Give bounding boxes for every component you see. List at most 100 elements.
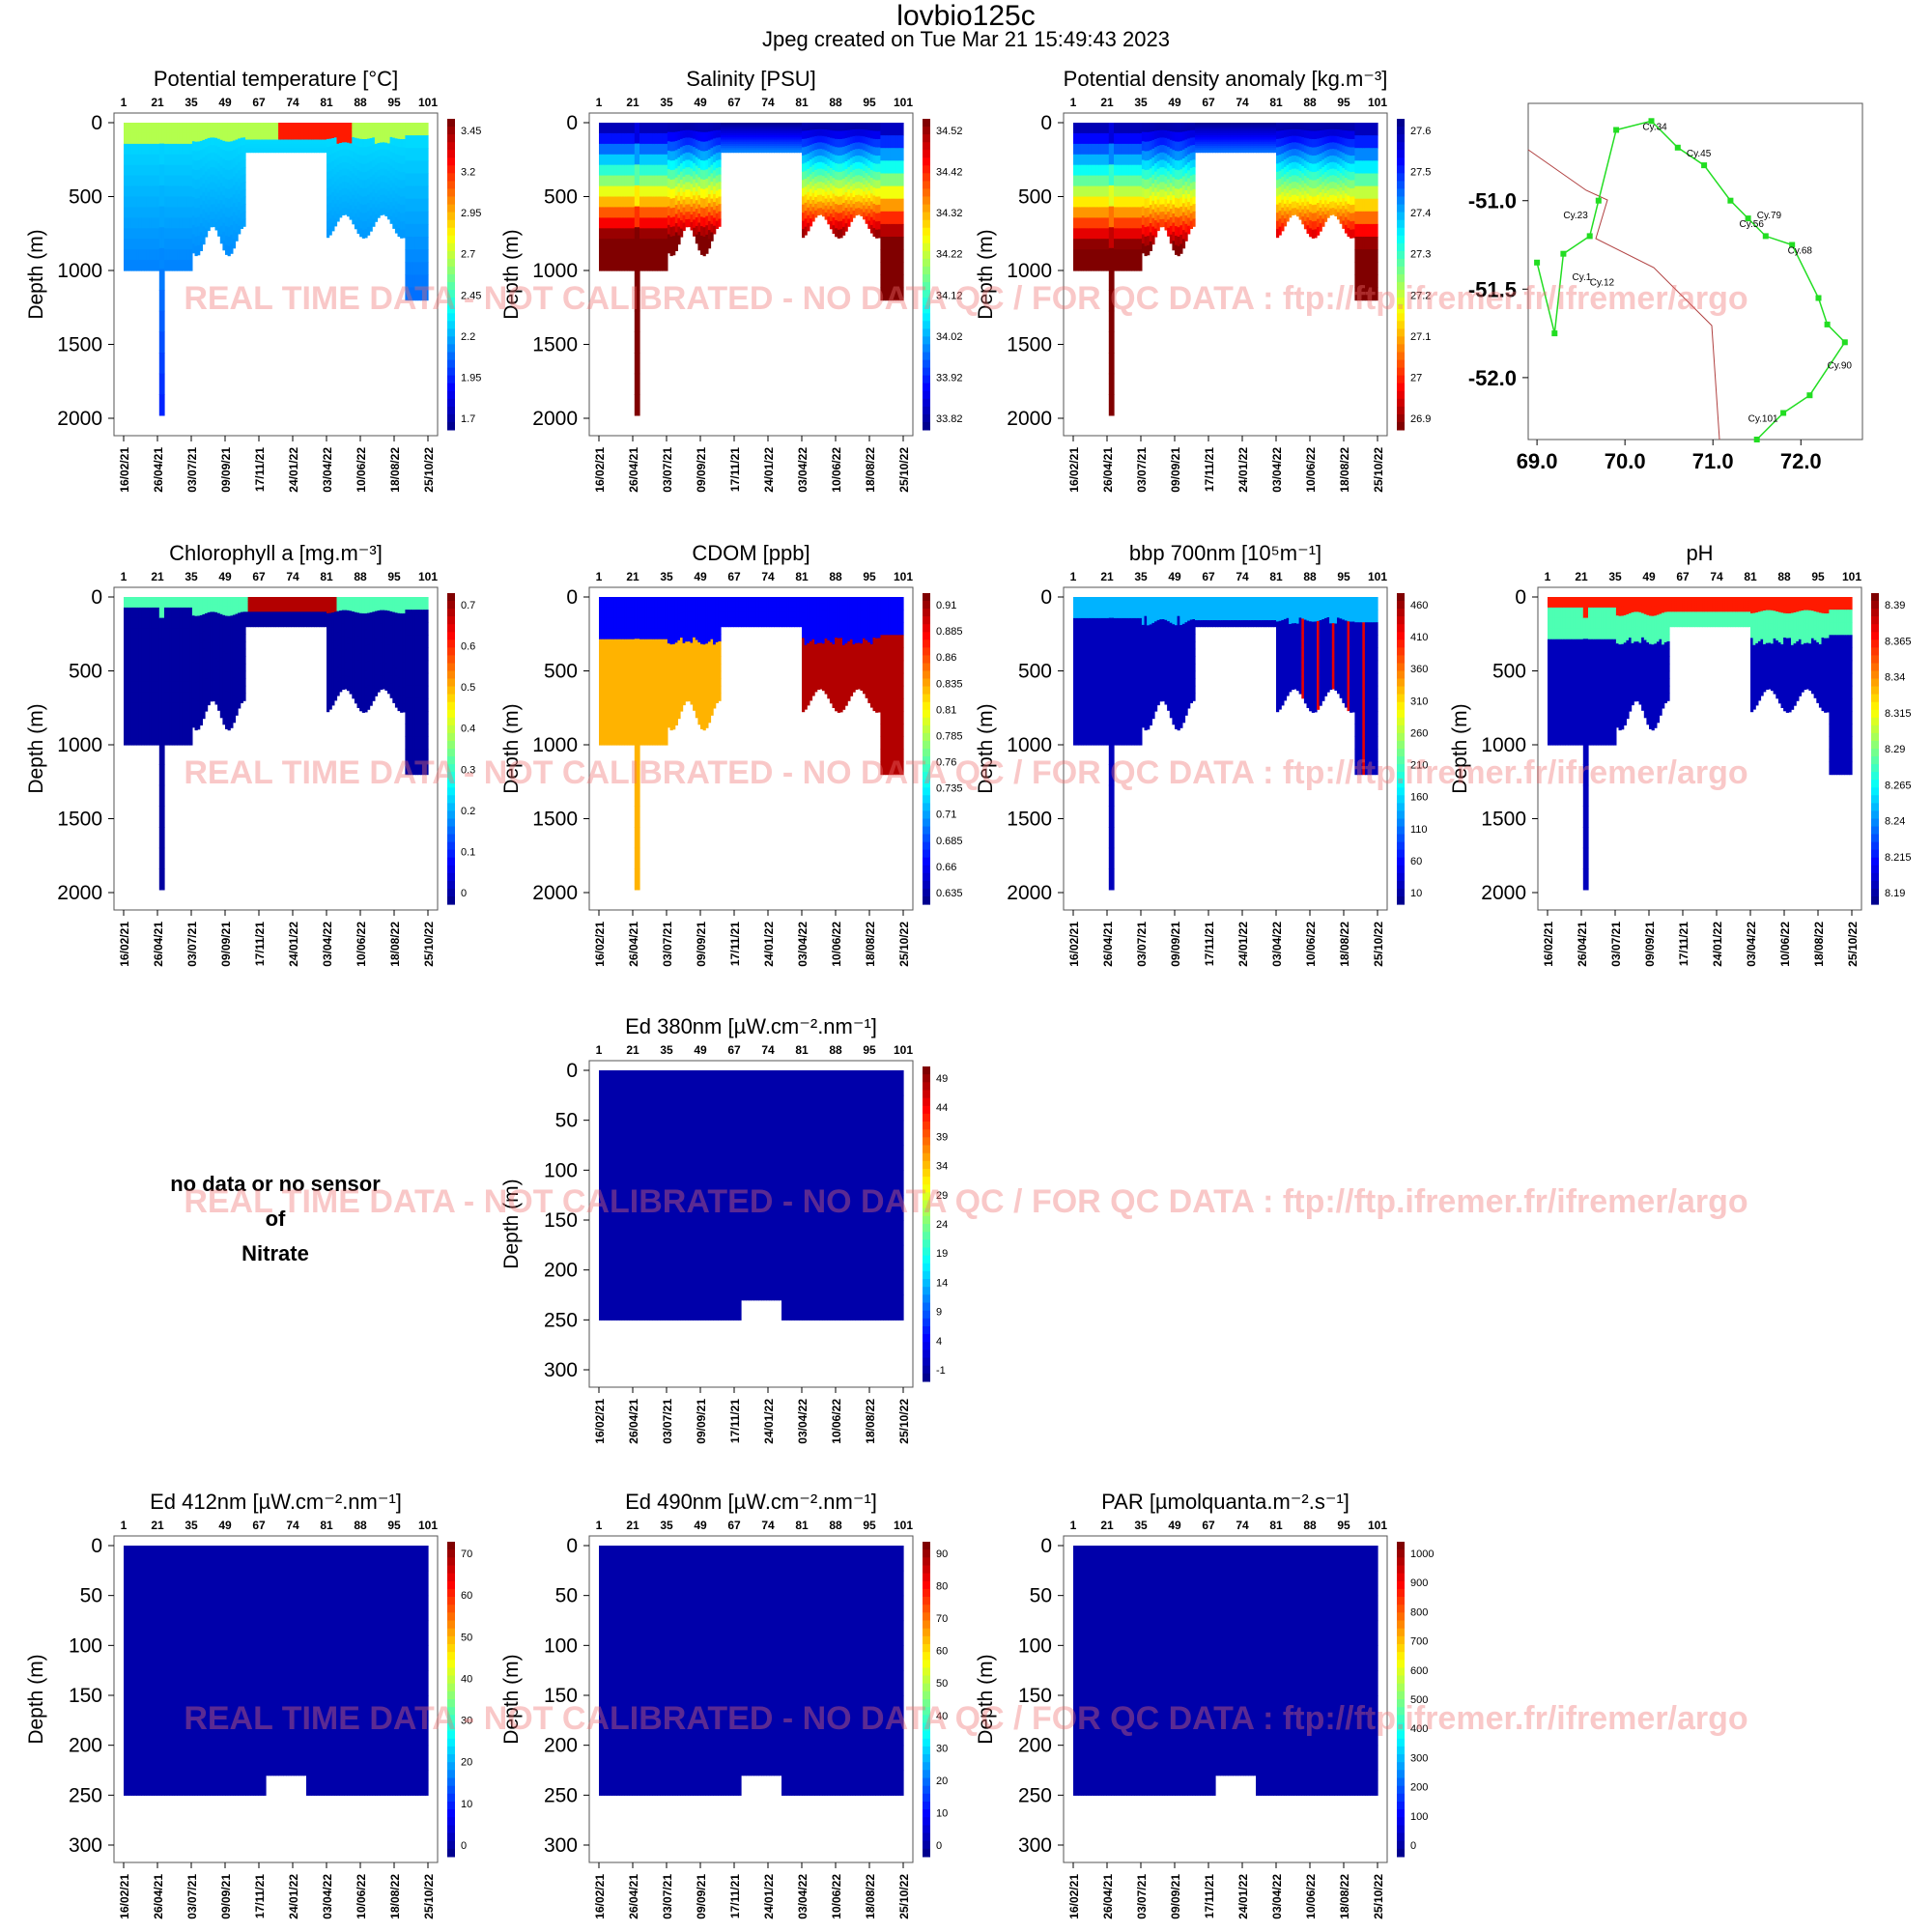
data-cell (321, 132, 325, 136)
data-cell (397, 171, 401, 181)
data-cell (311, 127, 315, 130)
data-cell (387, 198, 391, 206)
data-cell (359, 219, 363, 229)
colorbar-step (447, 127, 455, 135)
data-cell (275, 128, 279, 132)
data-cell (217, 171, 221, 181)
data-cell (303, 135, 307, 138)
data-cell (321, 127, 325, 130)
data-cell (182, 164, 185, 177)
data-cell (255, 148, 259, 151)
data-cell (352, 209, 355, 217)
data-cell (333, 166, 338, 175)
data-cell (217, 130, 221, 140)
data-cell (149, 207, 153, 218)
data-cell (197, 198, 201, 209)
data-cell (412, 198, 416, 213)
data-cell (138, 185, 142, 198)
data-cell (306, 143, 310, 147)
data-cell (339, 129, 343, 137)
data-cell (1192, 196, 1196, 205)
x-tick-label: 25/10/22 (897, 447, 911, 493)
data-cell (191, 178, 196, 188)
data-cell (182, 239, 185, 250)
data-cell (374, 136, 379, 145)
data-cell (258, 143, 262, 147)
data-cell (296, 135, 299, 138)
data-cell (186, 185, 190, 198)
data-cell (331, 176, 335, 185)
data-cell (374, 213, 379, 222)
data-cell (182, 123, 185, 134)
data-cell (146, 217, 150, 229)
data-cell (283, 123, 287, 126)
data-cell (364, 196, 368, 206)
data-cell (161, 247, 165, 270)
data-cell (306, 132, 310, 136)
data-cell (313, 135, 318, 138)
panel-dens: Potential density anomaly [kg.m⁻³]1 21 35 4… (975, 67, 1431, 493)
data-cell (126, 260, 129, 271)
data-cell (171, 239, 176, 250)
data-cell (410, 148, 413, 161)
data-cell (392, 205, 396, 214)
data-cell (331, 130, 335, 139)
data-cell (336, 157, 340, 166)
data-cell (341, 208, 345, 215)
data-cell (151, 164, 156, 177)
data-cell (278, 123, 282, 126)
data-cell (397, 228, 401, 238)
data-cell (278, 139, 282, 143)
data-cell (235, 198, 239, 208)
data-cell (377, 170, 381, 178)
data-cell (303, 127, 307, 130)
data-cell (354, 213, 358, 222)
data-cell (356, 161, 360, 171)
data-cell (405, 185, 409, 200)
data-cell (718, 218, 722, 227)
data-cell (331, 160, 335, 170)
data-cell (333, 123, 338, 131)
data-cell (210, 123, 213, 131)
colorbar-step (447, 421, 455, 431)
data-cell (303, 146, 307, 149)
data-cell (422, 211, 426, 225)
data-cell (367, 130, 371, 140)
data-cell (272, 137, 277, 141)
data-cell (128, 123, 132, 134)
data-cell (272, 127, 277, 130)
data-cell (199, 158, 203, 169)
data-cell (389, 180, 393, 188)
data-cell (344, 128, 348, 137)
data-cell (138, 175, 142, 187)
data-cell (387, 185, 391, 192)
data-cell (225, 216, 229, 227)
data-cell (369, 223, 373, 232)
data-cell (207, 153, 211, 162)
colorbar-label: 1.7 (461, 413, 475, 425)
x-tick-label: 10/06/22 (355, 447, 368, 493)
data-cell (169, 260, 173, 271)
data-cell (324, 139, 327, 143)
data-cell (356, 217, 360, 226)
data-cell (283, 141, 287, 145)
data-cell (247, 137, 251, 141)
data-cell (191, 169, 196, 180)
data-cell (637, 373, 640, 395)
data-cell (377, 163, 381, 171)
data-cell (222, 222, 226, 233)
data-cell (235, 156, 239, 166)
data-cell (321, 125, 325, 128)
data-cell (258, 132, 262, 136)
data-cell (339, 150, 343, 157)
data-cell (412, 237, 416, 250)
data-cell (240, 198, 243, 207)
data-cell (372, 152, 376, 160)
data-cell (205, 204, 209, 213)
data-cell (149, 228, 153, 240)
data-cell (268, 123, 271, 126)
data-cell (417, 211, 421, 225)
colorbar-step (447, 398, 455, 408)
data-cell (260, 125, 264, 128)
data-cell (275, 139, 279, 143)
